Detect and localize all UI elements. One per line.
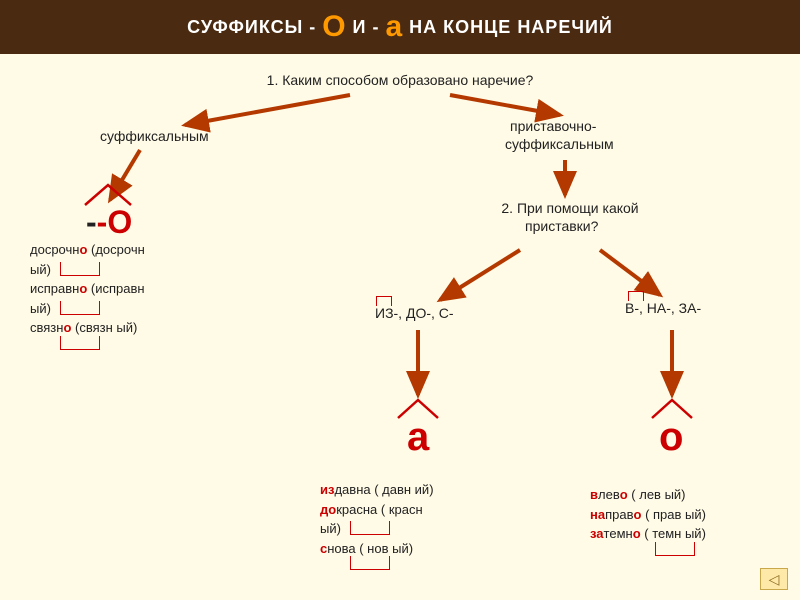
label-prefixal-1: приставочно- <box>510 118 596 134</box>
label-suffixal: суффиксальным <box>100 128 209 144</box>
prefix-marker-v <box>628 291 644 301</box>
big-letter-a: а <box>407 415 429 460</box>
header-a: а <box>385 10 403 44</box>
prefixes-left: ИЗ-, ДО-, С- <box>375 305 454 321</box>
examples-right: влево ( лев ый) направо ( прав ый) затем… <box>590 485 800 558</box>
prefixes-right: В-, НА-, ЗА- <box>625 300 701 316</box>
header-pre: СУФФИКСЫ - <box>187 17 316 38</box>
header-mid: И - <box>353 17 380 38</box>
examples-left: досрочно (досрочн ый) исправно (исправн … <box>30 240 230 354</box>
nav-back-button[interactable]: ◁ <box>760 568 788 590</box>
suffix-o-big: --О <box>86 204 132 241</box>
examples-middle: издавна ( давн ий) докрасна ( красн ый) … <box>320 480 530 572</box>
question-2b: приставки? <box>525 218 598 234</box>
big-letter-o: о <box>659 415 683 460</box>
question-2a: 2. При помощи какой <box>490 200 650 216</box>
prefix-marker-iz <box>376 296 392 306</box>
suffix-o-letter: -О <box>97 204 133 240</box>
header-post: НА КОНЦЕ НАРЕЧИЙ <box>409 17 613 38</box>
question-1: 1. Каким способом образовано наречие? <box>0 72 800 88</box>
header-o: О <box>322 10 346 44</box>
header: СУФФИКСЫ - О И - а НА КОНЦЕ НАРЕЧИЙ <box>0 0 800 54</box>
label-prefixal-2: суффиксальным <box>505 136 614 152</box>
